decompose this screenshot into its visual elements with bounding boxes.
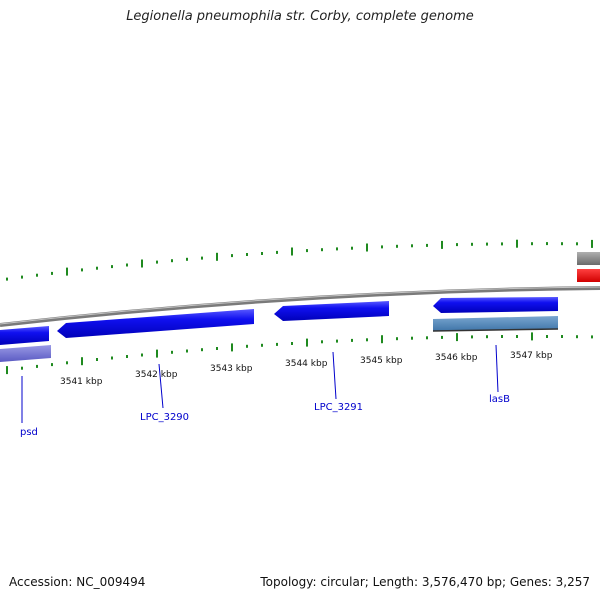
gene-lasB-alt-block[interactable] bbox=[433, 316, 558, 331]
gene-leader-lines bbox=[21, 344, 499, 423]
feature-red-block[interactable] bbox=[577, 269, 600, 282]
gene-label-psd[interactable]: psd bbox=[20, 427, 38, 438]
gene-LPC_3291-arrow[interactable] bbox=[274, 301, 389, 321]
kbp-label: 3543 kbp bbox=[210, 364, 253, 374]
gene-label-LPC_3291[interactable]: LPC_3291 bbox=[314, 402, 363, 413]
gene-psd-alt-block[interactable] bbox=[0, 345, 51, 362]
gene-label-LPC_3290[interactable]: LPC_3290 bbox=[140, 412, 189, 423]
genome-summary-text: Topology: circular; Length: 3,576,470 bp… bbox=[260, 575, 590, 589]
gene-label-lasB[interactable]: lasB bbox=[489, 394, 510, 405]
kbp-label: 3542 kbp bbox=[135, 370, 178, 380]
kbp-scale: 3541 kbp 3542 kbp 3543 kbp 3544 kbp 3545… bbox=[60, 351, 553, 387]
feature-grey-block[interactable] bbox=[577, 252, 600, 265]
map-title: Legionella pneumophila str. Corby, compl… bbox=[126, 9, 474, 24]
kbp-label: 3544 kbp bbox=[285, 359, 328, 369]
kbp-label: 3546 kbp bbox=[435, 353, 478, 363]
genome-backbone bbox=[0, 286, 600, 327]
gene-psd-arrow[interactable] bbox=[0, 326, 49, 345]
kbp-label: 3545 kbp bbox=[360, 356, 403, 366]
gc-tick-track-outer bbox=[6, 239, 593, 281]
gene-lasB-arrow[interactable] bbox=[433, 297, 558, 313]
kbp-label: 3547 kbp bbox=[510, 351, 553, 361]
accession-text: Accession: NC_009494 bbox=[9, 575, 146, 589]
gc-tick-track-inner bbox=[6, 332, 593, 375]
kbp-label: 3541 kbp bbox=[60, 377, 103, 387]
gene-LPC_3290-arrow[interactable] bbox=[57, 309, 254, 338]
